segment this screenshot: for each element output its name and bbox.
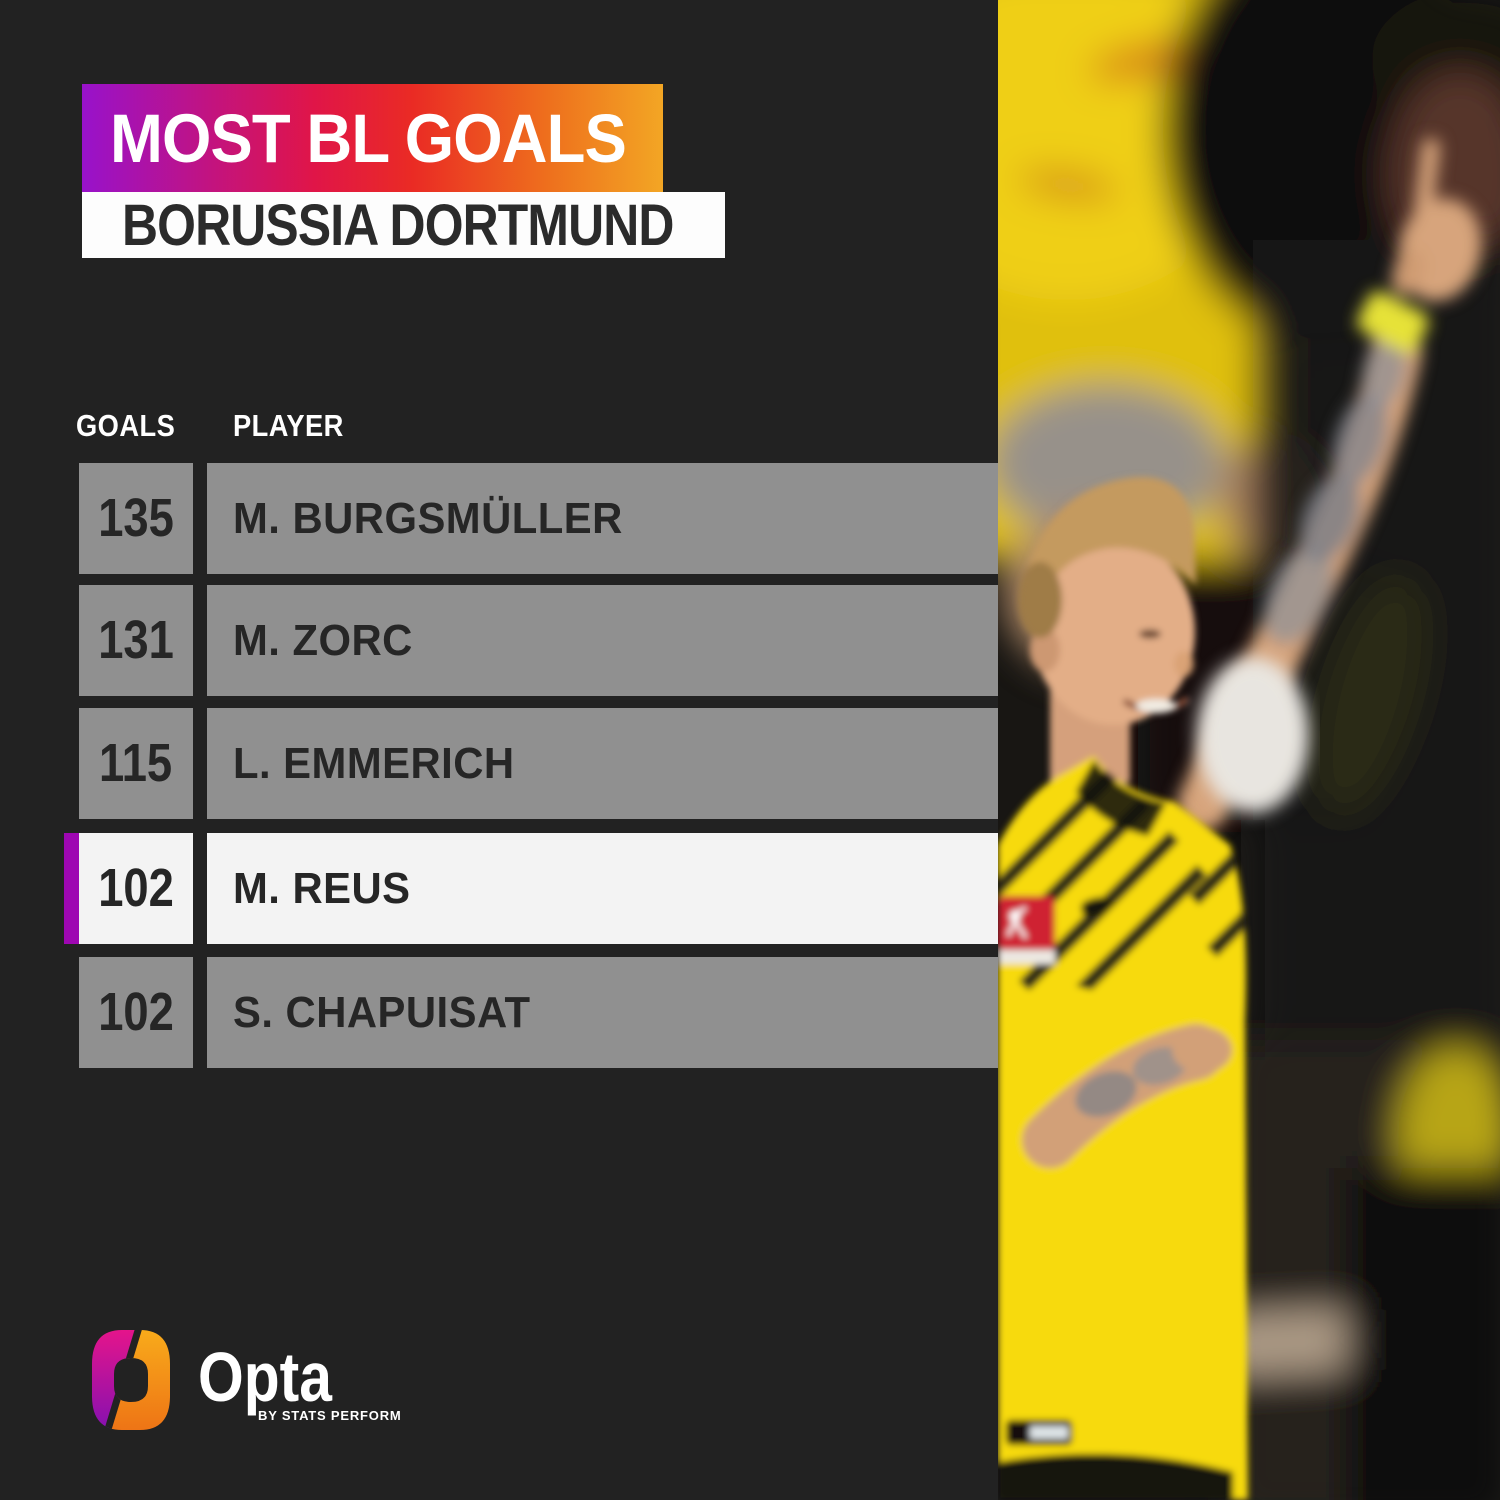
highlight-accent-bar [64,833,79,944]
goals-cell: 135 [79,463,193,574]
table-row-highlighted: 102 M. REUS [0,833,1500,944]
goals-value: 131 [98,610,174,670]
goals-value: 135 [98,488,174,548]
table-row: 115 L. EMMERICH [0,708,1500,819]
player-cell: L. EMMERICH [207,708,998,819]
yellow-wristband [1357,290,1429,354]
player-name: L. EMMERICH [233,739,515,788]
page-subtitle: BORUSSIA DORTMUND [122,192,674,258]
brand-byline: BY STATS PERFORM [258,1408,402,1423]
photo-marco-reus [998,0,1500,1500]
player-cell: M. ZORC [207,585,998,696]
player-name: S. CHAPUISAT [233,988,531,1037]
subtitle-banner: BORUSSIA DORTMUND [82,192,725,258]
bundesliga-patch [998,896,1055,950]
player-cell: M. BURGSMÜLLER [207,463,998,574]
goals-cell: 131 [79,585,193,696]
blond-hair [1023,477,1196,625]
title-banner: MOST BL GOALS [82,84,663,192]
table-row: 102 S. CHAPUISAT [0,957,1500,1068]
goals-cell: 102 [79,957,193,1068]
face [1033,539,1195,725]
page-title: MOST BL GOALS [110,99,627,177]
column-header-goals: GOALS [76,408,176,443]
player-cell: S. CHAPUISAT [207,957,998,1068]
player-name: M. REUS [233,864,411,913]
table-row: 135 M. BURGSMÜLLER [0,463,1500,574]
goals-cell: 115 [79,708,193,819]
brand-wordmark: Opta [198,1338,332,1416]
column-header-player: PLAYER [233,408,344,443]
black-shorts [998,1454,1233,1500]
table-row: 131 M. ZORC [0,585,1500,696]
opta-logo-icon [92,1330,170,1430]
player-name: M. BURGSMÜLLER [233,494,623,543]
puma-logo [1081,897,1114,916]
goals-value: 102 [98,982,174,1042]
goals-value: 115 [99,733,173,793]
goals-cell: 102 [79,833,193,944]
player-cell: M. REUS [207,833,998,944]
goals-value: 102 [98,858,174,918]
player-figure [998,477,1309,1500]
collar [1076,760,1166,836]
player-name: M. ZORC [233,616,413,665]
pointing-finger [1412,138,1440,238]
